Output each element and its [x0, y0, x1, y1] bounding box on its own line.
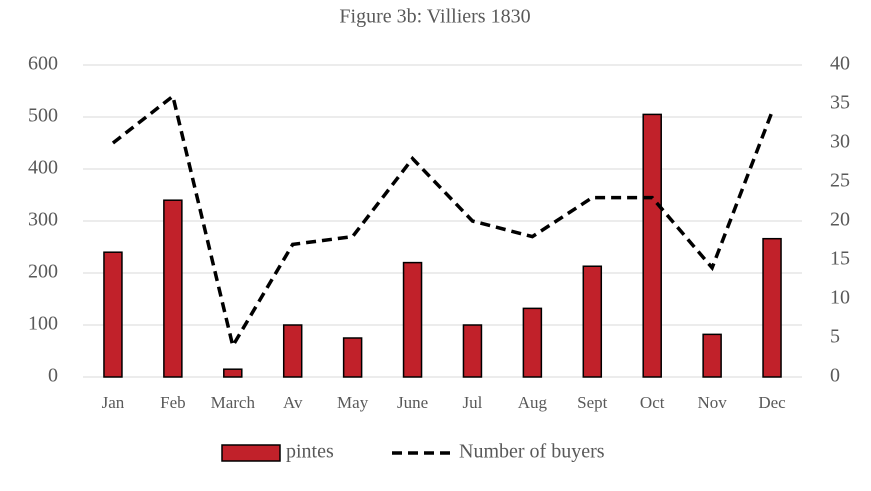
y-tick-label: 500 — [28, 105, 58, 127]
y2-tick-label: 40 — [830, 53, 850, 75]
bar — [582, 265, 603, 378]
x-tick-label: March — [211, 393, 256, 412]
bar — [163, 199, 183, 378]
bar — [462, 324, 483, 378]
y2-tick-label: 30 — [830, 131, 850, 153]
bar — [642, 113, 662, 378]
y2-tick-label: 25 — [830, 170, 850, 192]
x-tick-label: Nov — [697, 393, 727, 412]
y2-tick-label: 35 — [830, 92, 850, 114]
x-tick-label: May — [337, 393, 369, 412]
y2-tick-label: 5 — [830, 326, 840, 348]
bar — [342, 337, 363, 378]
legend-label: Number of buyers — [459, 441, 605, 463]
legend-label: pintes — [286, 441, 334, 463]
line-series — [111, 93, 774, 351]
chart-title: Figure 3b: Villiers 1830 — [339, 6, 530, 28]
x-tick-label: Dec — [758, 393, 786, 412]
x-tick-label: June — [397, 393, 428, 412]
y-tick-label: 100 — [28, 313, 58, 335]
bar — [223, 368, 243, 378]
x-tick-label: Feb — [160, 393, 186, 412]
y-tick-label: 400 — [28, 157, 58, 179]
y2-tick-label: 15 — [830, 248, 850, 270]
bar — [402, 261, 423, 378]
bar — [282, 324, 303, 378]
y2-tick-label: 10 — [830, 287, 850, 309]
x-tick-label: Av — [283, 393, 303, 412]
bar — [762, 237, 782, 378]
x-tick-label: Jan — [102, 393, 125, 412]
bar — [103, 251, 123, 378]
bar — [522, 307, 543, 378]
y-tick-label: 0 — [48, 365, 58, 387]
bar — [702, 333, 722, 378]
y2-tick-label: 0 — [830, 365, 840, 387]
x-tick-label: Aug — [518, 393, 548, 412]
y2-tick-label: 20 — [830, 209, 850, 231]
y-tick-label: 600 — [28, 53, 58, 75]
legend-swatch — [221, 444, 281, 462]
y-tick-label: 200 — [28, 261, 58, 283]
y-tick-label: 300 — [28, 209, 58, 231]
x-tick-label: Sept — [577, 393, 608, 412]
x-tick-label: Jul — [463, 393, 483, 412]
x-tick-label: Oct — [640, 393, 665, 412]
